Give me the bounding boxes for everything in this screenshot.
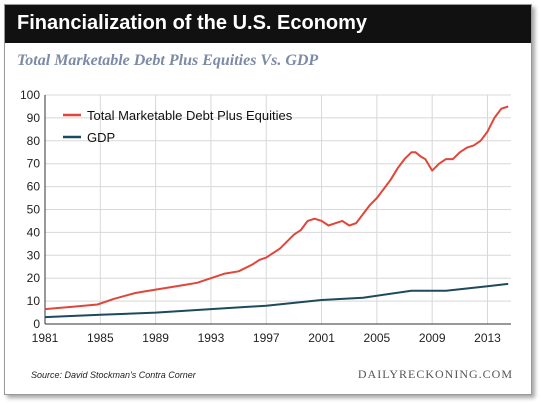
chart-title: Total Marketable Debt Plus Equities Vs. … [17,52,319,69]
y-tick-label: 30 [27,248,41,262]
y-tick-label: 50 [27,203,41,217]
y-tick-label: 10 [27,294,41,308]
y-tick-label: 40 [27,225,41,239]
x-tick-label: 1989 [142,331,169,345]
chart-card: Financialization of the U.S. Economy Tot… [4,4,532,395]
y-tick-label: 60 [27,180,41,194]
legend-label: GDP [87,130,115,145]
y-tick-label: 80 [27,134,41,148]
y-tick-label: 90 [27,111,41,125]
source-note: Source: David Stockman's Contra Corner [31,370,196,380]
x-tick-label: 2001 [308,331,335,345]
x-tick-label: 1981 [32,331,59,345]
line-chart: 0 10 20 30 40 50 60 70 80 90 100 1981 1985 1989 1993 19… [20,88,511,345]
y-tick-label: 100 [20,88,40,102]
page-title: Financialization of the U.S. Economy [17,12,368,34]
series-line-gdp [44,282,509,319]
x-tick-label: 2009 [419,331,446,345]
x-tick-label: 1997 [253,331,280,345]
x-tick-label: 1993 [198,331,225,345]
x-tick-label: 2013 [474,331,501,345]
legend-label: Total Marketable Debt Plus Equities [87,108,293,123]
x-tick-label: 1985 [87,331,114,345]
header-bar: Financialization of the U.S. Economy [5,5,531,43]
y-tick-label: 70 [27,157,41,171]
x-tick-label: 2005 [364,331,391,345]
brand-logo-text: DAILYRECKONING.COM [357,367,513,381]
y-tick-label: 20 [27,271,41,285]
series-line-debt-plus-equities [44,105,509,311]
y-tick-label: 0 [33,317,40,331]
